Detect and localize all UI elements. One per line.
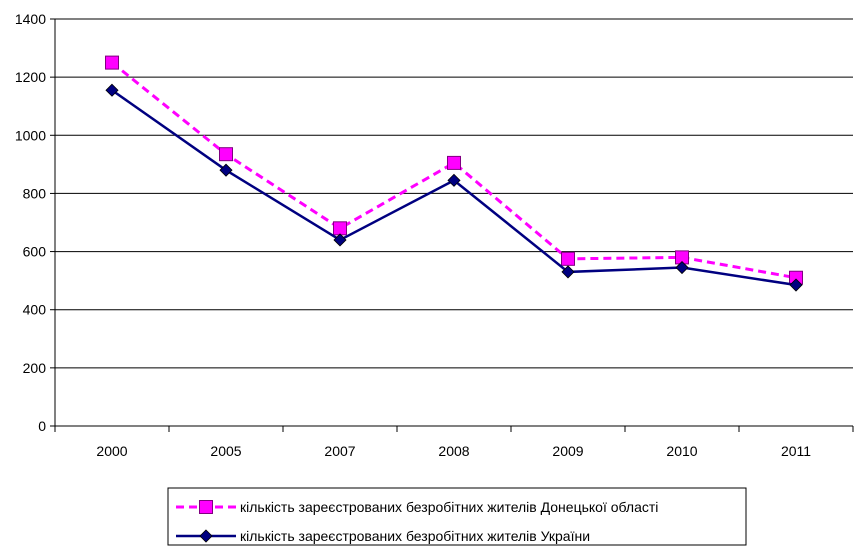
- y-tick-label-600: 600: [23, 244, 47, 260]
- x-tick-label-2010: 2010: [666, 443, 697, 459]
- legend-entry-donetsk: кількість зареєстрованих безробітних жит…: [176, 499, 658, 515]
- x-tick-label-2011: 2011: [781, 443, 811, 459]
- point-donetsk-2008: [447, 155, 461, 170]
- x-axis-ticks: 2000 2005 2007 2008 2009 2010 2011: [54, 426, 854, 459]
- y-tick-label-200: 200: [23, 360, 47, 376]
- x-tick-label-2009: 2009: [552, 443, 583, 459]
- series-line-ukraine: [111, 89, 797, 287]
- point-ukraine-2011: [789, 278, 803, 292]
- x-tick-label-2007: 2007: [324, 443, 355, 459]
- x-tick-label-2008: 2008: [438, 443, 469, 459]
- point-donetsk-2005: [219, 147, 233, 162]
- point-donetsk-2000: [105, 55, 119, 70]
- legend-label-donetsk: кількість зареєстрованих безробітних жит…: [240, 499, 658, 515]
- legend-sample-marker-ukraine: [199, 529, 213, 543]
- series-donetsk: [105, 55, 803, 285]
- point-ukraine-2010: [675, 260, 689, 275]
- y-tick-label-1000: 1000: [15, 127, 46, 143]
- point-donetsk-2007: [333, 221, 347, 236]
- legend-label-ukraine: кількість зареєстрованих безробітних жит…: [240, 528, 590, 544]
- series-layer: [105, 55, 803, 292]
- y-tick-label-800: 800: [23, 185, 47, 201]
- axes: [54, 19, 853, 427]
- y-tick-label-1200: 1200: [15, 69, 46, 85]
- point-ukraine-2000: [105, 83, 119, 97]
- series-ukraine: [105, 83, 803, 292]
- legend-entry-ukraine: кількість зареєстрованих безробітних жит…: [176, 528, 590, 544]
- legend: кількість зареєстрованих безробітних жит…: [167, 487, 747, 546]
- point-ukraine-2007: [333, 233, 347, 247]
- x-tick-label-2000: 2000: [96, 443, 127, 459]
- point-donetsk-2009: [561, 251, 575, 266]
- y-tick-label-400: 400: [23, 302, 47, 318]
- legend-sample-marker-donetsk: [199, 500, 213, 514]
- series-line-donetsk: [111, 61, 797, 280]
- x-tick-label-2005: 2005: [210, 443, 241, 459]
- legend-box: [167, 487, 747, 546]
- point-ukraine-2005: [219, 163, 233, 177]
- point-ukraine-2009: [561, 265, 575, 279]
- y-axis-ticks: 0 200 400 600 800 1000 1200 1400: [15, 11, 55, 434]
- y-tick-label-0: 0: [38, 418, 46, 434]
- y-tick-label-1400: 1400: [15, 11, 46, 27]
- point-ukraine-2008: [447, 173, 461, 187]
- gridlines: [55, 18, 853, 369]
